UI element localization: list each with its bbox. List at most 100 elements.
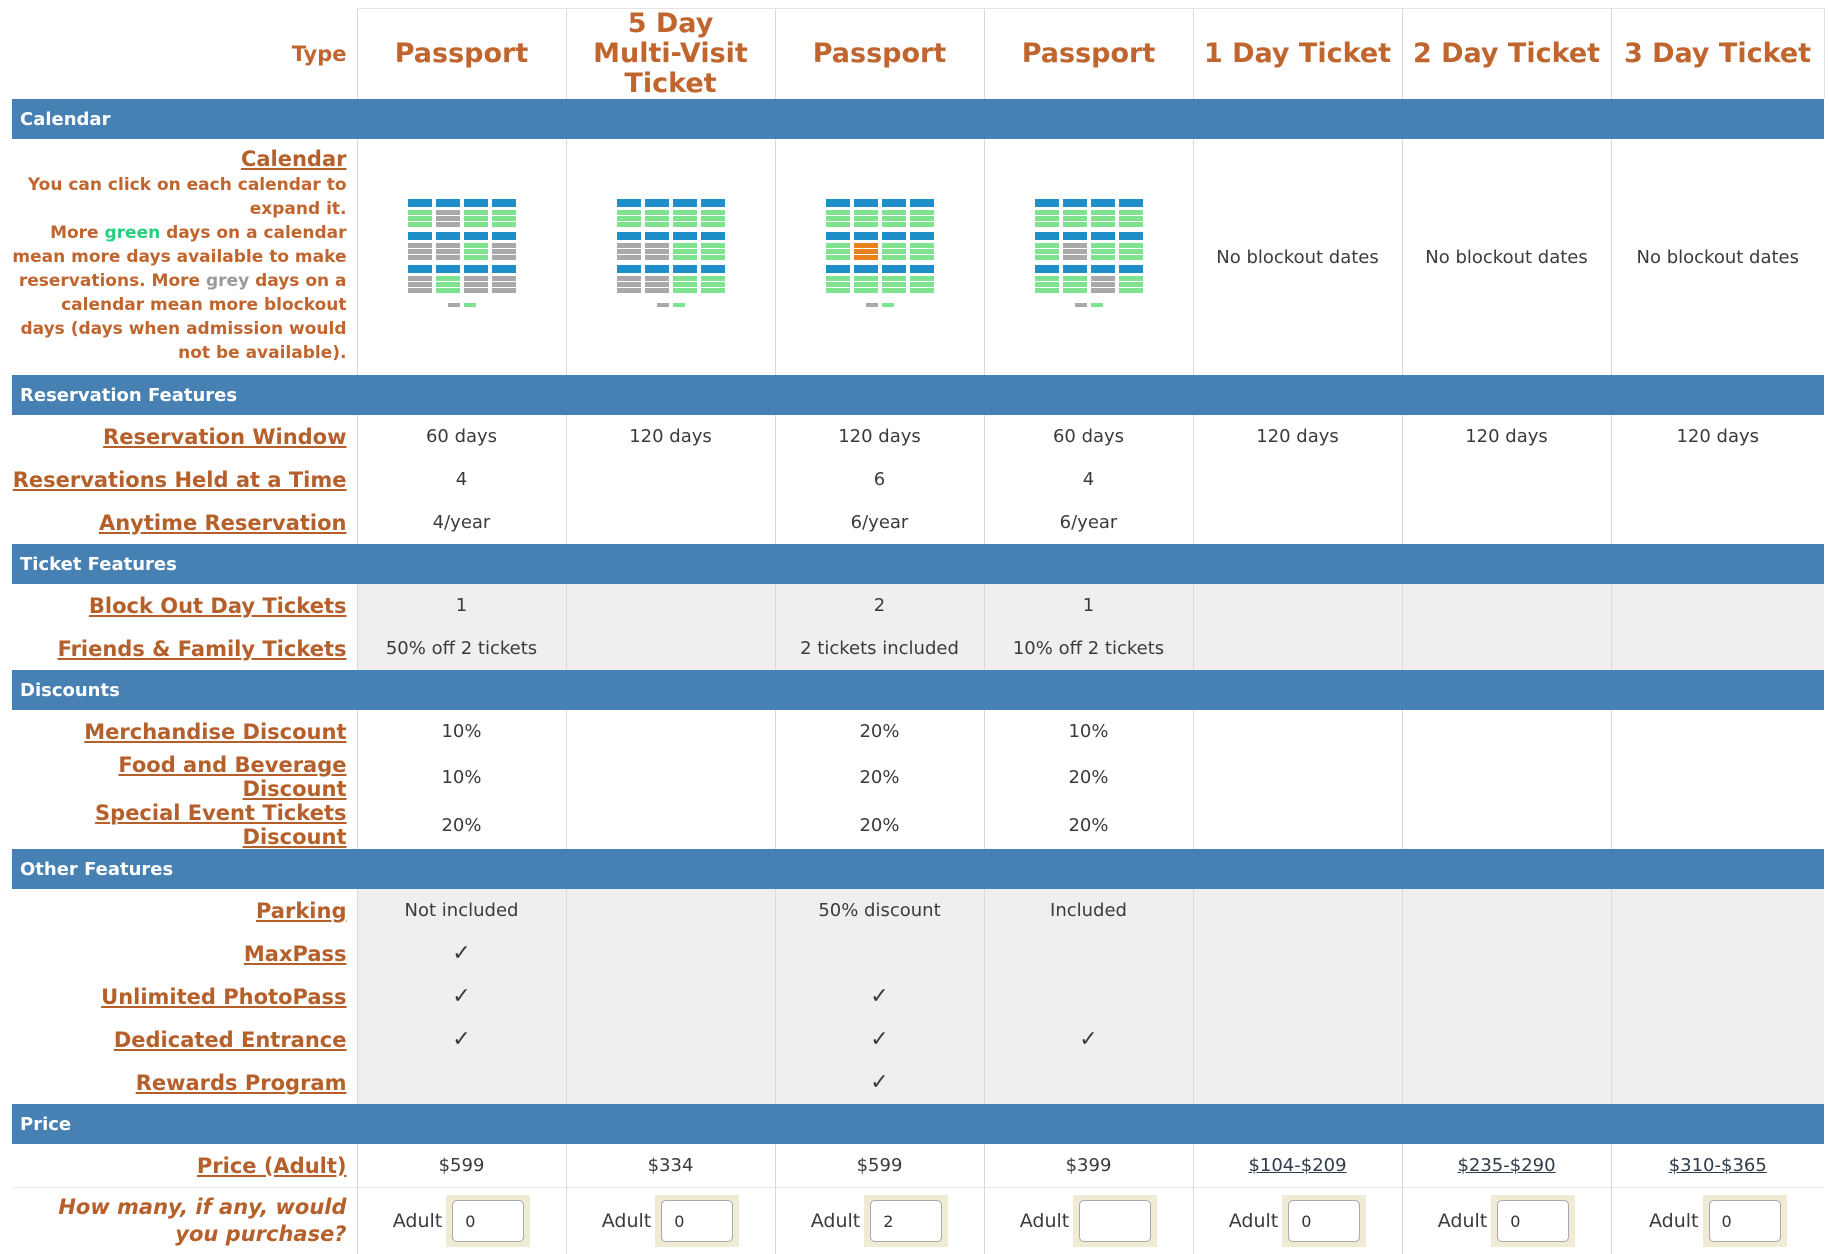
quantity-input-5-day[interactable] [661, 1200, 733, 1242]
calendar-thumbnail-2[interactable] [617, 199, 725, 311]
quantity-input-passport-3[interactable] [1079, 1200, 1151, 1242]
price-link-1-day[interactable]: $104-$209 [1248, 1155, 1346, 1176]
cell [1402, 1061, 1611, 1104]
cell [1193, 458, 1402, 501]
row-label: Reservation Window [12, 415, 357, 458]
cell: 6 [775, 458, 984, 501]
cell: 2 [775, 584, 984, 627]
cell [1193, 801, 1402, 849]
anytime-reservation-link[interactable]: Anytime Reservation [99, 511, 347, 535]
checkmark-icon: ✓ [984, 1018, 1193, 1061]
cell [1611, 1061, 1824, 1104]
cell: 120 days [1611, 415, 1824, 458]
quantity-input-1-day[interactable] [1288, 1200, 1360, 1242]
cell [357, 1061, 566, 1104]
friends-family-tickets-link[interactable]: Friends & Family Tickets [58, 637, 347, 661]
calendar-note-1: You can click on each calendar to expand… [28, 175, 347, 219]
column-header-2-day-ticket: 2 Day Ticket [1402, 9, 1611, 100]
quantity-field-wrap [1491, 1195, 1575, 1247]
row-reservations-held: Reservations Held at a Time 4 6 4 [12, 458, 1824, 501]
row-label: Parking [12, 889, 357, 932]
adult-label: Adult [1438, 1210, 1488, 1232]
quantity-input-passport-2[interactable] [870, 1200, 942, 1242]
cell: 120 days [775, 415, 984, 458]
price-link-3-day[interactable]: $310-$365 [1669, 1155, 1767, 1176]
row-label: Special Event Tickets Discount [12, 801, 357, 849]
special-event-discount-link[interactable]: Special Event Tickets Discount [95, 801, 346, 849]
price-cell: $399 [984, 1144, 1193, 1188]
row-dedicated-entrance: Dedicated Entrance ✓ ✓ ✓ [12, 1018, 1824, 1061]
cell [1193, 710, 1402, 753]
rewards-program-link[interactable]: Rewards Program [136, 1071, 347, 1095]
cell: 4 [357, 458, 566, 501]
column-header-passport-1: Passport [357, 9, 566, 100]
cell [566, 889, 775, 932]
checkmark-icon: ✓ [775, 1061, 984, 1104]
row-rewards-program: Rewards Program ✓ [12, 1061, 1824, 1104]
cell: 6/year [775, 501, 984, 544]
cell [566, 1018, 775, 1061]
quantity-field-wrap [1703, 1195, 1787, 1247]
cell [1402, 501, 1611, 544]
dedicated-entrance-link[interactable]: Dedicated Entrance [114, 1028, 347, 1052]
checkmark-icon: ✓ [357, 1018, 566, 1061]
cell [566, 801, 775, 849]
cell [984, 975, 1193, 1018]
cell [1193, 584, 1402, 627]
cell [566, 975, 775, 1018]
no-blockout-2-day: No blockout dates [1402, 139, 1611, 375]
cell [1611, 710, 1824, 753]
calendar-cell-3 [775, 139, 984, 375]
price-link-2-day[interactable]: $235-$290 [1457, 1155, 1555, 1176]
grey-word: grey [206, 271, 249, 291]
quantity-input-passport-1[interactable] [452, 1200, 524, 1242]
price-adult-link[interactable]: Price (Adult) [197, 1154, 347, 1178]
section-title: Ticket Features [12, 544, 1824, 584]
quantity-cell: Adult [1193, 1188, 1402, 1254]
quantity-input-2-day[interactable] [1497, 1200, 1569, 1242]
cell: 20% [775, 710, 984, 753]
row-label: Block Out Day Tickets [12, 584, 357, 627]
adult-label: Adult [1649, 1210, 1699, 1232]
row-label: Anytime Reservation [12, 501, 357, 544]
section-discounts: Discounts [12, 670, 1824, 710]
maxpass-link[interactable]: MaxPass [244, 942, 347, 966]
cell [1402, 1018, 1611, 1061]
food-beverage-discount-link[interactable]: Food and Beverage Discount [118, 753, 346, 801]
section-title: Discounts [12, 670, 1824, 710]
unlimited-photopass-link[interactable]: Unlimited PhotoPass [101, 985, 346, 1009]
quantity-input-3-day[interactable] [1709, 1200, 1781, 1242]
cell [1611, 753, 1824, 801]
parking-link[interactable]: Parking [256, 899, 347, 923]
quantity-field-wrap [1073, 1195, 1157, 1247]
cell [566, 753, 775, 801]
cell: 60 days [984, 415, 1193, 458]
merchandise-discount-link[interactable]: Merchandise Discount [84, 720, 346, 744]
quantity-cell: Adult [775, 1188, 984, 1254]
cell: 10% [357, 710, 566, 753]
cell [1193, 1061, 1402, 1104]
cell [1611, 501, 1824, 544]
quantity-cell: Adult [1611, 1188, 1824, 1254]
cell [1611, 975, 1824, 1018]
cell [566, 710, 775, 753]
reservations-held-link[interactable]: Reservations Held at a Time [13, 468, 347, 492]
calendar-thumbnail-3[interactable] [826, 199, 934, 311]
cell: 20% [775, 753, 984, 801]
ticket-comparison-table: Type Passport 5 Day Multi-Visit Ticket P… [12, 8, 1825, 1254]
section-title: Reservation Features [12, 375, 1824, 415]
reservation-window-link[interactable]: Reservation Window [103, 425, 346, 449]
calendar-thumbnail-4[interactable] [1035, 199, 1143, 311]
block-out-day-tickets-link[interactable]: Block Out Day Tickets [89, 594, 347, 618]
cell [566, 584, 775, 627]
cell: 50% discount [775, 889, 984, 932]
quantity-cell: Adult [566, 1188, 775, 1254]
calendar-link[interactable]: Calendar [12, 147, 347, 171]
adult-label: Adult [1229, 1210, 1279, 1232]
price-cell: $599 [775, 1144, 984, 1188]
checkmark-icon: ✓ [357, 975, 566, 1018]
row-label: Dedicated Entrance [12, 1018, 357, 1061]
section-other-features: Other Features [12, 849, 1824, 889]
cell [566, 932, 775, 975]
calendar-thumbnail-1[interactable] [408, 199, 516, 311]
